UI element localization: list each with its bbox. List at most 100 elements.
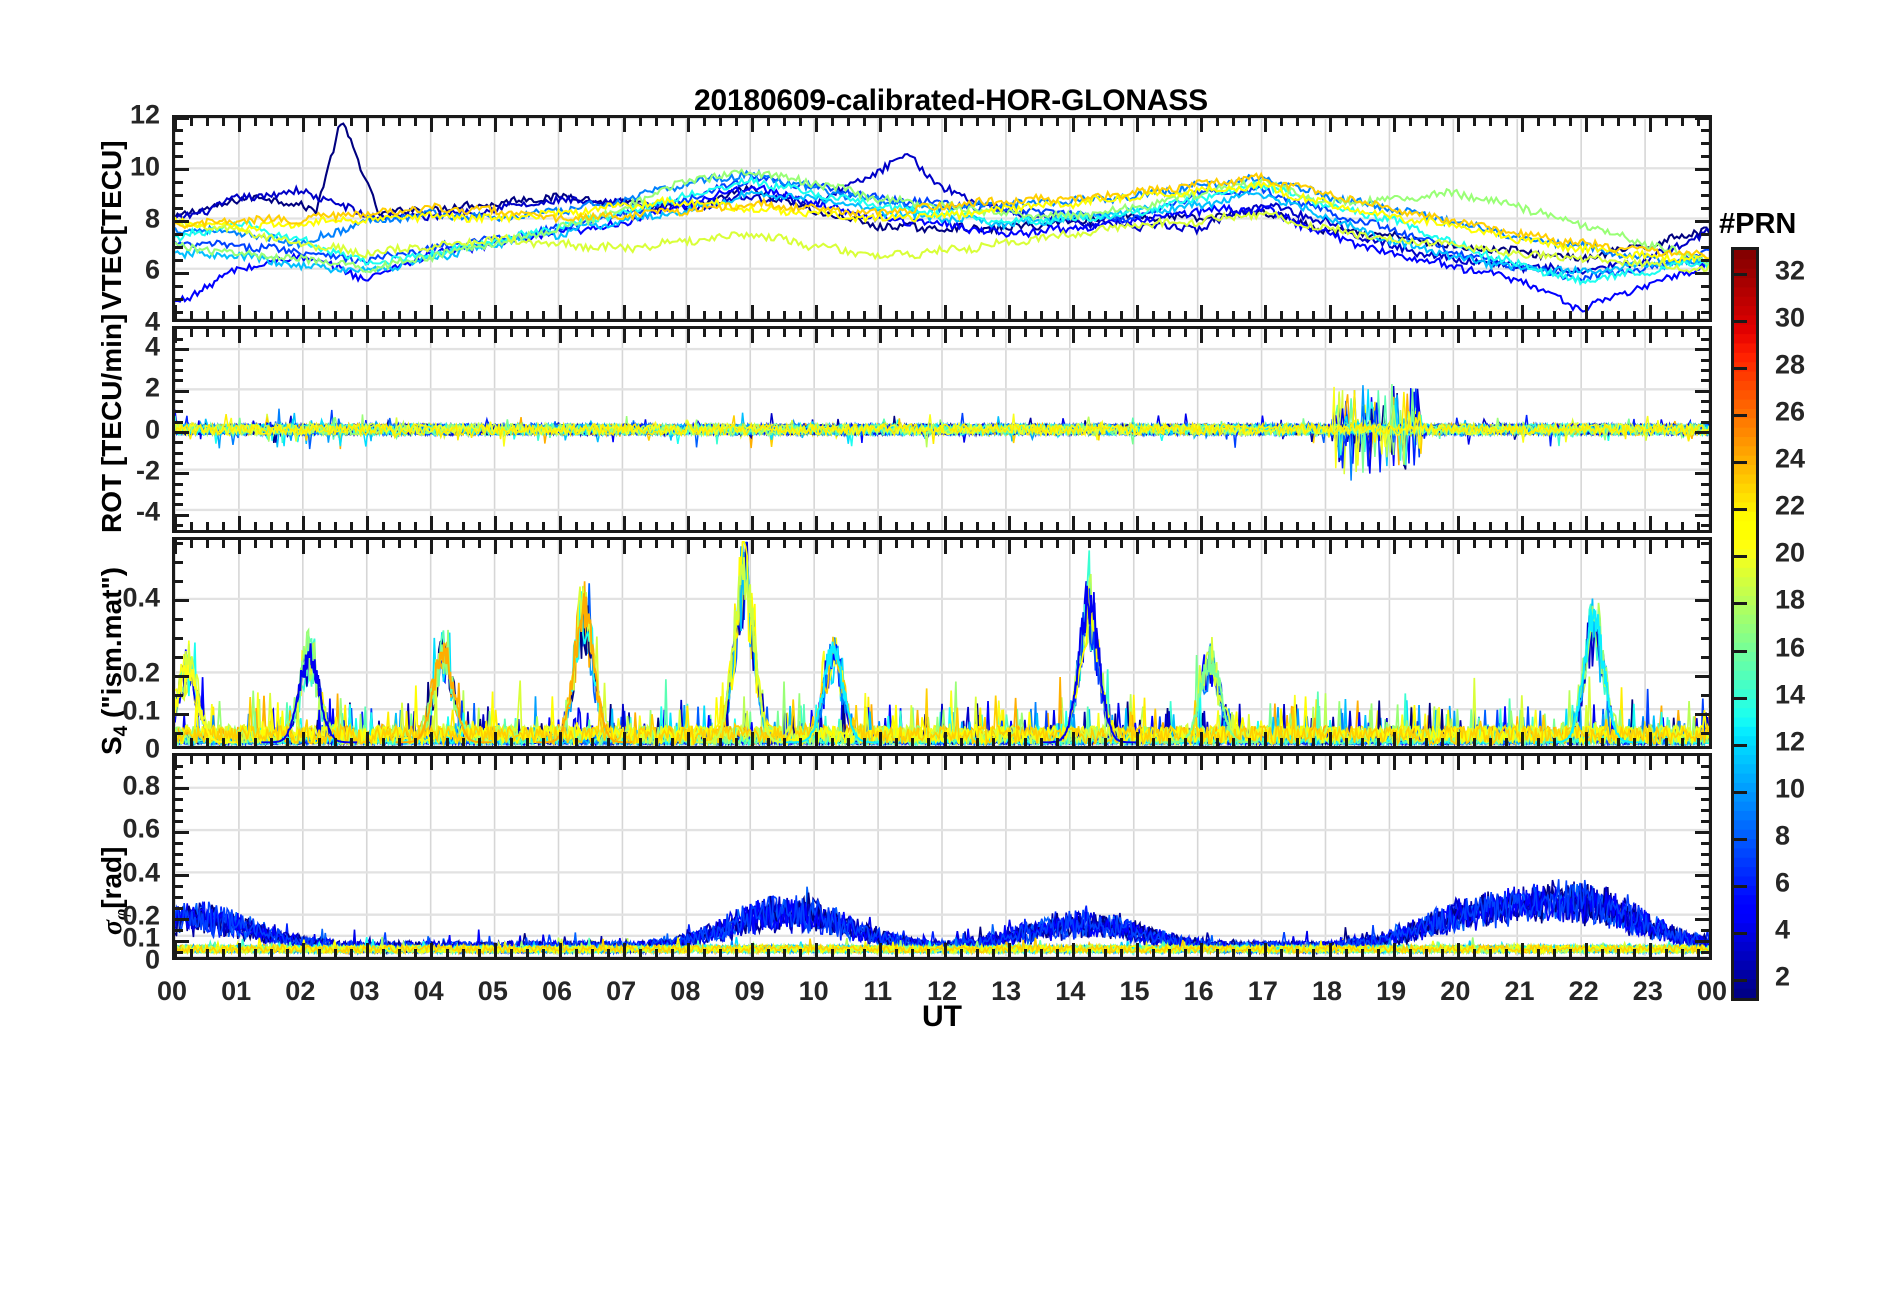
x-minor-tick-bottom <box>478 738 482 746</box>
x-minor-tick <box>734 540 738 548</box>
x-minor-tick <box>317 118 321 126</box>
x-minor-tick <box>1681 329 1685 337</box>
y-minor-tick <box>175 841 183 845</box>
x-minor-tick-bottom <box>638 738 642 746</box>
x-minor-tick-bottom <box>783 738 787 746</box>
y-minor-tick <box>175 451 183 455</box>
x-major-tick <box>1071 329 1075 343</box>
y-minor-tick <box>175 441 183 445</box>
x-minor-tick-bottom <box>590 949 594 957</box>
y-minor-tick-right <box>1701 841 1709 845</box>
x-minor-tick-bottom <box>654 522 658 530</box>
y-minor-tick-right <box>1701 863 1709 867</box>
x-tick-label: 23 <box>1632 976 1663 1006</box>
x-minor-tick <box>1617 756 1621 764</box>
colorbar-tick-label: 18 <box>1775 584 1806 615</box>
x-minor-tick-bottom <box>1665 949 1669 957</box>
y-tick-label: -2 <box>135 455 160 486</box>
x-minor-tick-bottom <box>333 311 337 319</box>
x-minor-tick <box>189 540 193 548</box>
x-minor-tick-bottom <box>285 738 289 746</box>
x-minor-tick <box>1617 118 1621 126</box>
y-major-tick-right <box>1695 674 1709 678</box>
x-minor-tick-bottom <box>269 949 273 957</box>
x-minor-tick-bottom <box>1280 738 1284 746</box>
x-minor-tick-bottom <box>1424 311 1428 319</box>
x-minor-tick-bottom <box>398 949 402 957</box>
x-minor-tick-bottom <box>590 522 594 530</box>
colorbar[interactable] <box>1731 247 1759 1001</box>
x-major-tick-bottom <box>751 516 754 530</box>
x-minor-tick <box>414 756 418 764</box>
x-minor-tick-bottom <box>542 738 546 746</box>
x-major-tick-bottom <box>1200 732 1204 746</box>
x-minor-tick <box>1424 118 1428 126</box>
x-major-tick <box>686 540 690 554</box>
x-tick-label: 04 <box>413 976 444 1006</box>
y-minor-tick-right <box>1701 731 1709 735</box>
x-minor-tick-bottom <box>285 311 289 319</box>
x-minor-tick-bottom <box>574 738 578 746</box>
y-tick-label: 0.8 <box>122 770 160 801</box>
x-minor-tick-bottom <box>333 738 337 746</box>
x-major-tick <box>1200 329 1204 343</box>
y-minor-tick <box>175 181 183 185</box>
x-minor-tick <box>333 118 337 126</box>
x-major-tick <box>1456 756 1460 770</box>
x-minor-tick <box>574 756 578 764</box>
x-minor-tick <box>478 540 482 548</box>
y-minor-tick-right <box>1701 482 1709 486</box>
x-minor-tick-bottom <box>1537 738 1541 746</box>
x-minor-tick-bottom <box>382 522 386 530</box>
y-minor-tick-right <box>1701 798 1709 802</box>
x-minor-tick-bottom <box>911 311 915 319</box>
x-minor-tick-bottom <box>1248 738 1252 746</box>
x-major-tick-bottom <box>751 943 754 957</box>
y-major-tick-right <box>1695 389 1709 393</box>
x-major-tick <box>751 329 754 343</box>
x-minor-tick <box>1055 329 1059 337</box>
x-minor-tick-bottom <box>1376 738 1380 746</box>
x-tick-label: 09 <box>734 976 765 1006</box>
x-minor-tick-bottom <box>1103 949 1107 957</box>
y-major-tick-right <box>1695 874 1709 878</box>
y-minor-tick-right <box>1701 852 1709 856</box>
x-minor-tick-bottom <box>1168 311 1172 319</box>
x-major-tick-bottom <box>1456 516 1460 530</box>
x-minor-tick <box>1184 329 1188 337</box>
x-minor-tick-bottom <box>606 738 610 746</box>
x-major-tick-bottom <box>1521 943 1524 957</box>
x-minor-tick <box>1601 118 1605 126</box>
x-minor-tick-bottom <box>189 522 193 530</box>
x-minor-tick-bottom <box>1424 949 1428 957</box>
x-minor-tick <box>478 329 482 337</box>
x-tick-label: 12 <box>926 976 958 1006</box>
x-minor-tick-bottom <box>590 311 594 319</box>
x-minor-tick <box>526 118 530 126</box>
x-major-tick <box>175 329 177 343</box>
x-minor-tick <box>1488 540 1492 548</box>
x-minor-tick-bottom <box>1216 949 1220 957</box>
x-minor-tick-bottom <box>1665 738 1669 746</box>
y-minor-tick <box>175 482 183 486</box>
x-major-tick-bottom <box>1136 305 1139 319</box>
x-tick-label: 16 <box>1183 976 1214 1006</box>
x-minor-tick-bottom <box>638 949 642 957</box>
x-minor-tick-bottom <box>1055 949 1059 957</box>
x-major-tick <box>751 118 754 132</box>
x-major-tick <box>1007 756 1011 770</box>
x-minor-tick-bottom <box>1087 311 1091 319</box>
x-major-tick <box>1007 118 1011 132</box>
x-minor-tick-bottom <box>799 949 803 957</box>
x-minor-tick-bottom <box>1408 311 1412 319</box>
y-minor-tick-right <box>1701 950 1709 954</box>
x-major-tick-bottom <box>1136 516 1139 530</box>
x-minor-tick-bottom <box>205 738 209 746</box>
y-minor-tick <box>175 368 183 372</box>
x-minor-tick-bottom <box>959 738 963 746</box>
x-major-tick <box>879 756 883 770</box>
y-major-tick <box>175 830 189 834</box>
colorbar-tick-label: 26 <box>1775 396 1806 427</box>
x-minor-tick <box>1569 118 1573 126</box>
x-minor-tick <box>831 756 835 764</box>
